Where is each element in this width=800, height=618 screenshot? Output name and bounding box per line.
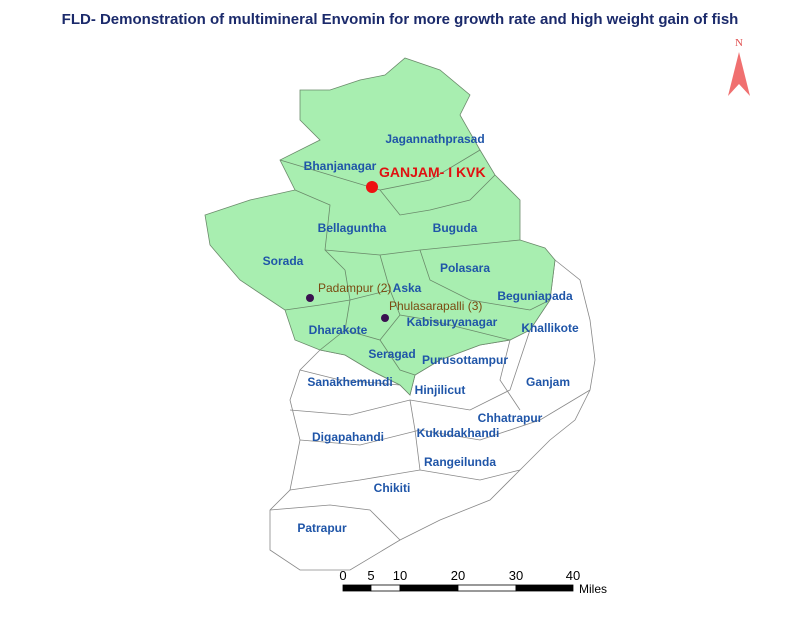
district-label: Polasara bbox=[440, 261, 490, 275]
white-region bbox=[269, 259, 596, 571]
district-label: Bellaguntha bbox=[318, 221, 387, 235]
scale-segment bbox=[515, 584, 574, 592]
labels: Jagannathprasad Bhanjanagar Bellaguntha Bug… bbox=[263, 132, 579, 535]
district-label: Seragad bbox=[368, 347, 415, 361]
district-label: Sanakhemundi bbox=[307, 375, 392, 389]
scale-unit: Miles bbox=[579, 582, 607, 596]
district-label: Aska bbox=[393, 281, 422, 295]
scale-label: 30 bbox=[509, 568, 523, 583]
north-arrow-shape bbox=[728, 52, 750, 96]
kvk-label: GANJAM- I KVK bbox=[379, 164, 486, 180]
scale-label: 10 bbox=[393, 568, 407, 583]
district-label: Chikiti bbox=[374, 481, 411, 495]
district-label: Dharakote bbox=[309, 323, 368, 337]
north-arrow: N bbox=[728, 37, 750, 96]
site-marker bbox=[381, 314, 389, 322]
scale-segment bbox=[370, 584, 401, 592]
district-label: Rangeilunda bbox=[424, 455, 496, 469]
district-label: Buguda bbox=[433, 221, 478, 235]
scale-label: 0 bbox=[339, 568, 346, 583]
title: FLD- Demonstration of multimineral Envom… bbox=[62, 11, 739, 28]
scale-label: 40 bbox=[566, 568, 580, 583]
scale-label: 5 bbox=[367, 568, 374, 583]
district-label: Beguniapada bbox=[497, 289, 573, 303]
site-label: Padampur (2) bbox=[318, 281, 391, 295]
scale-segment bbox=[342, 584, 372, 592]
site-label: Phulasarapalli (3) bbox=[389, 299, 482, 313]
district-label: Hinjilicut bbox=[415, 383, 466, 397]
district-label: Kabisuryanagar bbox=[407, 315, 498, 329]
district-label: Patrapur bbox=[297, 521, 347, 535]
district-label: Jagannathprasad bbox=[385, 132, 484, 146]
district-label: Digapahandi bbox=[312, 430, 384, 444]
kvk-marker bbox=[366, 181, 378, 193]
district-label: Ganjam bbox=[526, 375, 570, 389]
district-label: Purusottampur bbox=[422, 353, 508, 367]
district-label: Bhanjanagar bbox=[304, 159, 377, 173]
site-marker bbox=[306, 294, 314, 302]
north-label: N bbox=[735, 37, 743, 49]
district-label: Khallikote bbox=[521, 321, 579, 335]
scale-segment bbox=[457, 584, 517, 592]
district-label: Sorada bbox=[263, 254, 304, 268]
kvk-region bbox=[204, 57, 556, 396]
district-label: Chhatrapur bbox=[478, 411, 543, 425]
district-label: Kukudakhandi bbox=[417, 426, 500, 440]
scale-label: 20 bbox=[451, 568, 465, 583]
scale-segment bbox=[399, 584, 459, 592]
